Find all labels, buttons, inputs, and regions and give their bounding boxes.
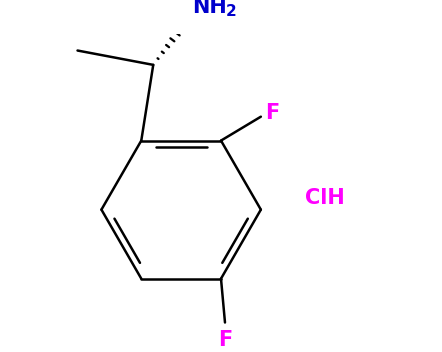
Text: 2: 2 <box>226 5 236 19</box>
Text: F: F <box>218 331 232 351</box>
Text: ClH: ClH <box>305 188 344 208</box>
Text: F: F <box>265 103 279 123</box>
Text: NH: NH <box>192 0 227 17</box>
